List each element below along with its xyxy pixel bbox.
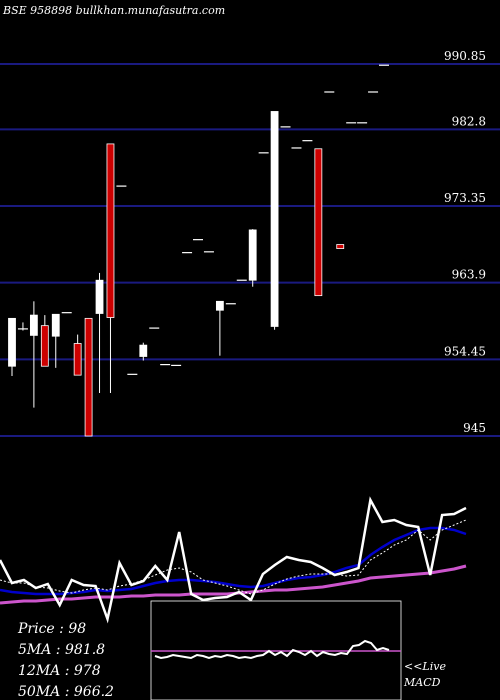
stat-price: Price : 98	[17, 621, 86, 637]
candle	[17, 322, 28, 331]
candle-body	[139, 344, 148, 357]
candle-body	[84, 317, 93, 437]
candle	[73, 334, 82, 376]
price-indicator-panel	[0, 496, 467, 624]
stat-50ma: 50MA : 966.2	[18, 684, 114, 700]
candle-body	[106, 143, 115, 318]
candle-body	[248, 229, 257, 281]
macd-label-live: <<Live	[404, 660, 446, 673]
y-tick-label: 990.85	[444, 49, 486, 63]
candle-body	[8, 317, 16, 367]
candle	[139, 342, 148, 361]
macd-panel: <<Live MACD	[150, 600, 446, 700]
stats-panel: Price : 98 5MA : 981.8 12MA : 978 50MA : 96…	[17, 621, 114, 700]
price-line	[0, 496, 467, 624]
ma5-line	[0, 519, 467, 595]
stat-5ma: 5MA : 981.8	[18, 642, 105, 658]
candle	[40, 315, 49, 367]
candle	[29, 301, 38, 408]
y-tick-label: 982.8	[452, 114, 486, 128]
candle-body	[270, 111, 279, 327]
candle-body	[40, 325, 49, 367]
candle-body	[314, 148, 323, 297]
candle-body	[51, 313, 60, 337]
candle-body	[73, 343, 82, 376]
candle	[8, 317, 16, 376]
macd-line	[154, 639, 390, 660]
candle	[270, 111, 279, 330]
candle-body	[29, 314, 38, 336]
chart-title: BSE 958898 bullkhan.munafasutra.com	[2, 4, 225, 17]
stat-12ma: 12MA : 978	[18, 663, 101, 679]
candle	[106, 143, 115, 393]
macd-label-macd: MACD	[403, 676, 441, 689]
candle-body	[215, 300, 224, 311]
y-tick-label: 973.35	[444, 191, 486, 205]
y-tick-label: 945	[463, 421, 486, 435]
price-grid: 990.85 982.8 973.35 963.9 954.45 945	[0, 49, 500, 437]
ma12-line	[0, 526, 467, 596]
candle	[314, 148, 323, 297]
candle	[215, 300, 224, 356]
candles-layer	[8, 64, 389, 437]
candle	[336, 244, 345, 249]
candle-body	[336, 244, 345, 249]
candle	[51, 313, 60, 368]
y-tick-label: 963.9	[452, 268, 486, 282]
candle	[84, 317, 93, 437]
y-tick-label: 954.45	[444, 344, 486, 358]
candle	[248, 229, 257, 287]
candle	[95, 272, 104, 393]
candle-body	[95, 279, 104, 314]
